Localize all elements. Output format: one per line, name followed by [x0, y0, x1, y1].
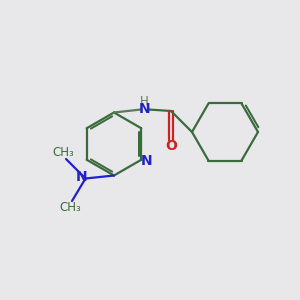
- Text: N: N: [141, 154, 152, 168]
- Text: H: H: [140, 94, 149, 108]
- Text: O: O: [165, 139, 177, 153]
- Text: CH₃: CH₃: [60, 201, 81, 214]
- Text: N: N: [76, 170, 88, 184]
- Text: CH₃: CH₃: [53, 146, 74, 159]
- Text: N: N: [139, 102, 150, 116]
